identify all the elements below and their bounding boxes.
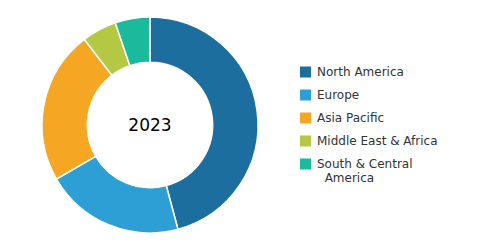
legend: North America Europe Asia Pacific Middle Ea… bbox=[300, 65, 438, 185]
legend-label: Asia Pacific bbox=[317, 111, 384, 125]
slices bbox=[42, 17, 258, 233]
legend-item: Middle East & Africa bbox=[300, 134, 438, 148]
legend-label: North America bbox=[317, 65, 404, 79]
legend-swatch bbox=[300, 90, 311, 101]
legend-item: Asia Pacific bbox=[300, 111, 384, 125]
legend-item: South & Central America bbox=[300, 157, 413, 185]
center-text: 2023 bbox=[128, 115, 171, 135]
legend-item: Europe bbox=[300, 88, 359, 102]
slice bbox=[115, 17, 150, 66]
chart: 2023 North America Europe Asia Pacific Middl… bbox=[0, 0, 500, 250]
legend-swatch bbox=[300, 159, 311, 170]
legend-swatch bbox=[300, 136, 311, 147]
legend-swatch bbox=[300, 113, 311, 124]
legend-label: Middle East & Africa bbox=[317, 134, 438, 148]
legend-label: South & Central America bbox=[317, 157, 413, 185]
legend-swatch bbox=[300, 67, 311, 78]
legend-item: North America bbox=[300, 65, 404, 79]
legend-label: Europe bbox=[317, 88, 359, 102]
